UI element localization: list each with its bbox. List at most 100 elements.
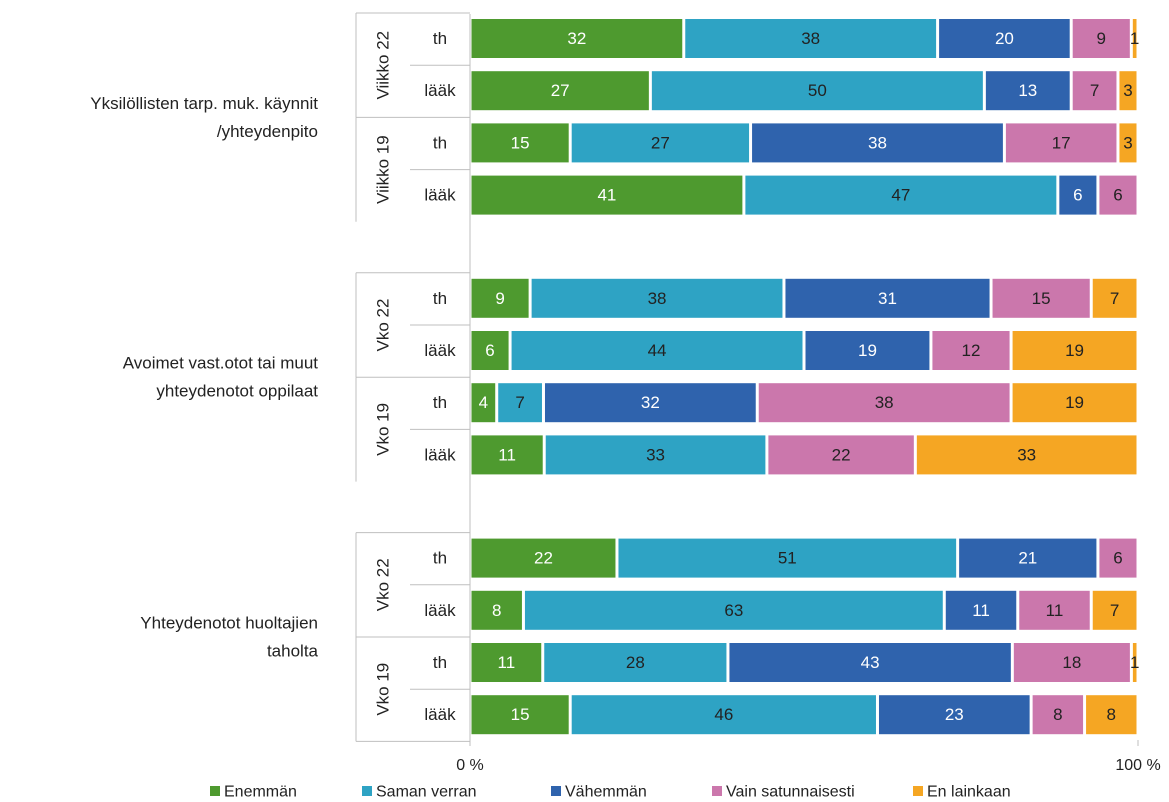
bar-segment [471, 538, 616, 578]
bar-segment [1012, 331, 1137, 370]
bar-segment [1072, 71, 1117, 111]
data-label: 8 [1107, 705, 1116, 724]
data-label: 12 [962, 341, 981, 360]
row-label: lääk [424, 705, 456, 724]
data-label: 44 [648, 341, 667, 360]
bar-segment [471, 278, 529, 318]
data-label: 11 [972, 601, 990, 620]
data-label: 32 [567, 29, 586, 48]
row-label: th [433, 289, 447, 308]
bar-segment [992, 278, 1090, 318]
legend-swatch [551, 786, 561, 796]
bar-segment [544, 643, 727, 682]
data-label: 6 [1073, 186, 1082, 205]
bar-segment [1059, 175, 1097, 215]
bar-segment [916, 435, 1137, 475]
data-label: 7 [1110, 289, 1119, 308]
bar-segment [805, 331, 930, 370]
period-label: Vko 19 [374, 403, 393, 456]
data-label: 17 [1052, 133, 1071, 152]
bar-segment [1086, 695, 1137, 735]
bar-segment [471, 19, 683, 58]
data-label: 41 [597, 186, 616, 205]
data-label: 15 [511, 705, 530, 724]
legend-label: Saman verran [376, 784, 477, 801]
bar-segment [471, 695, 569, 735]
bar-segment [498, 383, 542, 423]
legend-label: Vain satunnaisesti [726, 784, 855, 801]
row-label: th [433, 133, 447, 152]
row-label: th [433, 29, 447, 48]
data-label: 27 [651, 133, 670, 152]
legend-swatch [210, 786, 220, 796]
data-label: 19 [1065, 393, 1084, 412]
row-label: lääk [424, 186, 456, 205]
bar-segment [1005, 123, 1117, 163]
data-label: 38 [648, 289, 667, 308]
data-label: 20 [995, 29, 1014, 48]
data-label: 7 [1090, 81, 1099, 100]
bar-segment [524, 590, 943, 630]
bar-segment [1119, 123, 1137, 163]
period-label: Viikko 22 [374, 31, 393, 100]
data-label: 27 [551, 81, 570, 100]
data-label: 46 [714, 705, 733, 724]
period-label: Vko 22 [374, 558, 393, 611]
bar-segment [471, 590, 522, 630]
period-label: Viikko 19 [374, 135, 393, 204]
bar-segment [471, 331, 509, 370]
data-label: 19 [858, 341, 877, 360]
data-label: 18 [1062, 653, 1081, 672]
data-label: 38 [868, 133, 887, 152]
data-label: 8 [492, 601, 501, 620]
data-label: 4 [479, 393, 488, 412]
bar-segment [1092, 590, 1137, 630]
bar-segment [1072, 19, 1130, 58]
bar-segment [945, 590, 1017, 630]
data-label: 6 [485, 341, 494, 360]
bar-segment [471, 435, 543, 475]
bar-segment [571, 695, 876, 735]
bar-segment [768, 435, 914, 475]
legend-label: En lainkaan [927, 784, 1011, 801]
bar-segment [471, 123, 569, 163]
data-label: 19 [1065, 341, 1084, 360]
bar-segment [531, 278, 783, 318]
data-label: 7 [1110, 601, 1119, 620]
bar-segment [939, 19, 1070, 58]
group-label: taholta [267, 642, 319, 661]
bar-segment [545, 435, 766, 475]
data-label: 22 [534, 549, 553, 568]
bar-segment [571, 123, 750, 163]
x-tick-label: 0 % [456, 757, 484, 774]
group-label: yhteydenotot oppilaat [156, 382, 318, 401]
group-label: Yhteydenotot huoltajien [140, 614, 318, 633]
data-label: 15 [1032, 289, 1051, 308]
x-tick-label: 100 % [1115, 757, 1160, 774]
data-label: 11 [498, 445, 516, 464]
bar-segment [1132, 643, 1137, 682]
legend-swatch [712, 786, 722, 796]
legend-label: Vähemmän [565, 784, 647, 801]
bar-segment [745, 175, 1057, 215]
data-label: 38 [875, 393, 894, 412]
bar-segment [471, 643, 542, 682]
bar-segment [785, 278, 990, 318]
data-label: 22 [832, 445, 851, 464]
bar-segment [511, 331, 803, 370]
bar-segment [685, 19, 937, 58]
data-label: 11 [498, 653, 516, 672]
group-label: /yhteydenpito [217, 122, 318, 141]
bar-segment [932, 331, 1010, 370]
data-label: 11 [1046, 601, 1064, 620]
data-label: 21 [1018, 549, 1037, 568]
data-label: 6 [1113, 186, 1122, 205]
bar-segment [985, 71, 1070, 111]
data-label: 43 [861, 653, 880, 672]
legend-swatch [362, 786, 372, 796]
data-label: 51 [778, 549, 797, 568]
data-label: 38 [801, 29, 820, 48]
period-label: Vko 19 [374, 663, 393, 716]
row-label: lääk [424, 81, 456, 100]
